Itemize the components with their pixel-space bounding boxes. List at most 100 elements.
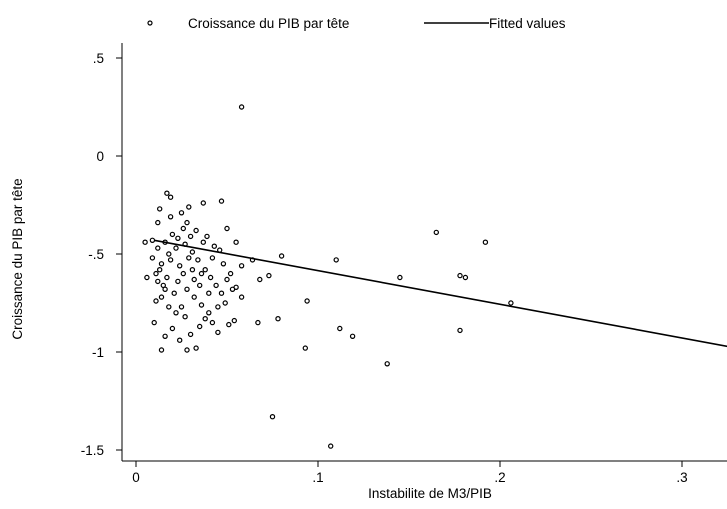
- data-point: [178, 210, 185, 216]
- data-point: [144, 274, 150, 281]
- data-point: [184, 286, 190, 292]
- data-point: [457, 272, 463, 279]
- data-point: [166, 251, 172, 257]
- data-point: [397, 274, 403, 281]
- data-point: [226, 321, 232, 328]
- data-point: [333, 257, 339, 263]
- data-point: [158, 347, 165, 353]
- x-ticks: 0 .1 .2 .3: [132, 461, 688, 485]
- data-point: [195, 257, 201, 263]
- data-point: [176, 263, 183, 269]
- data-point: [266, 272, 272, 279]
- data-point: [173, 310, 179, 316]
- data-point: [224, 225, 230, 232]
- data-point: [196, 282, 203, 289]
- data-point: [167, 214, 174, 220]
- data-point: [482, 239, 489, 245]
- y-tick-label: -.5: [88, 247, 104, 262]
- data-point: [164, 190, 170, 196]
- data-point: [155, 219, 161, 226]
- data-point: [166, 304, 172, 310]
- data-point: [182, 314, 188, 320]
- fitted-values-line: [154, 239, 727, 348]
- y-tick-label: -1: [92, 345, 104, 360]
- legend-label-fitted: Fitted values: [489, 16, 566, 31]
- data-point: [169, 231, 176, 238]
- data-point: [218, 290, 225, 296]
- data-point: [220, 261, 227, 267]
- data-point: [167, 194, 174, 200]
- data-point: [178, 304, 185, 310]
- x-axis-title: Instabilite de M3/PIB: [368, 486, 492, 501]
- data-point: [433, 229, 439, 236]
- data-point: [224, 276, 230, 283]
- data-point: [189, 267, 196, 273]
- data-point: [156, 206, 163, 212]
- data-point: [149, 237, 156, 243]
- data-point: [211, 243, 217, 249]
- data-point: [349, 333, 356, 339]
- data-point: [191, 276, 197, 283]
- data-point: [158, 294, 165, 300]
- data-point: [176, 337, 183, 343]
- data-point: [200, 200, 206, 206]
- data-point: [233, 239, 239, 245]
- data-point: [196, 323, 203, 330]
- data-point: [164, 274, 170, 281]
- data-point: [162, 333, 168, 339]
- data-point: [215, 304, 221, 310]
- data-point: [180, 225, 186, 232]
- scatter-points: [142, 104, 514, 449]
- data-point: [184, 347, 190, 353]
- data-point: [209, 319, 216, 326]
- data-point: [173, 245, 179, 251]
- data-point: [337, 325, 343, 332]
- data-point: [384, 361, 390, 367]
- x-tick-label: .1: [312, 470, 323, 485]
- data-point: [187, 233, 194, 240]
- plot-area: [142, 104, 727, 449]
- data-point: [156, 267, 163, 273]
- data-point: [193, 227, 199, 234]
- data-point: [508, 300, 514, 306]
- y-tick-label: .5: [93, 51, 104, 66]
- data-point: [275, 316, 281, 322]
- data-point: [457, 327, 463, 334]
- data-point: [198, 270, 205, 277]
- legend: Croissance du PIB par tête Fitted values: [147, 16, 566, 31]
- data-point: [193, 345, 199, 351]
- data-point: [155, 278, 161, 285]
- data-point: [171, 290, 177, 296]
- data-point: [184, 219, 190, 226]
- data-point: [302, 345, 308, 351]
- data-point: [255, 319, 261, 326]
- data-point: [186, 204, 192, 210]
- data-point: [207, 274, 214, 281]
- data-point: [206, 290, 212, 296]
- data-point: [198, 302, 205, 308]
- data-point: [153, 298, 159, 304]
- data-point: [142, 239, 148, 245]
- data-point: [213, 282, 219, 289]
- data-point: [257, 276, 263, 283]
- data-point: [304, 298, 310, 304]
- y-tick-label: -1.5: [81, 443, 104, 458]
- data-point: [238, 263, 245, 269]
- data-point: [278, 253, 285, 259]
- data-point: [229, 286, 236, 292]
- data-point: [202, 267, 208, 273]
- data-point: [238, 104, 245, 110]
- axes: 0 .1 .2 .3 .5 0 -.5 -1 -1.5: [81, 43, 727, 485]
- data-point: [189, 249, 196, 255]
- data-point: [231, 317, 237, 324]
- data-point: [227, 270, 234, 277]
- data-point: [269, 414, 276, 420]
- data-point: [191, 294, 197, 300]
- data-point: [206, 310, 212, 316]
- data-point: [155, 245, 161, 251]
- data-point: [222, 300, 228, 306]
- data-point: [153, 270, 159, 277]
- data-point: [149, 255, 156, 261]
- data-point: [167, 257, 174, 263]
